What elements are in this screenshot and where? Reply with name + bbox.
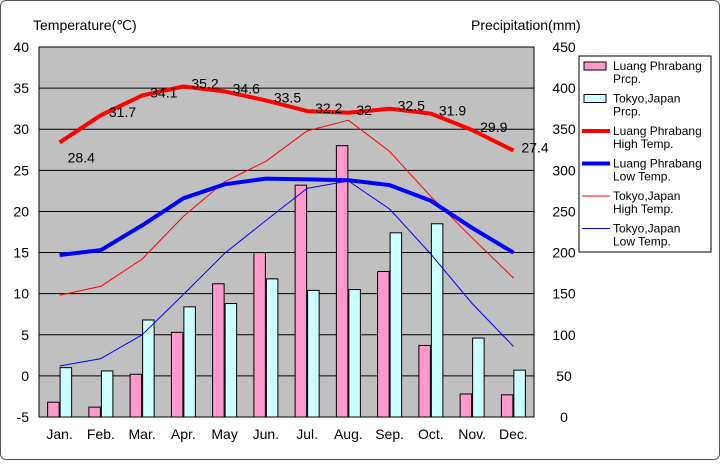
axis-layer: -505101520253035400501001502002503003504… [13, 39, 575, 442]
legend-label: High Temp. [613, 202, 673, 216]
x-tick-label: Nov. [458, 426, 486, 442]
y-right-axis-title: Precipitation(mm) [471, 17, 581, 33]
data-label-high-temp: 31.9 [439, 103, 466, 119]
y-left-tick-label: 15 [13, 245, 29, 261]
x-tick-label: May [211, 426, 237, 442]
data-label-high-temp: 34.6 [233, 80, 260, 96]
line-luang-phrabang-high [58, 84, 515, 153]
y-right-tick-label: 200 [552, 245, 576, 261]
legend-label: Luang Phrabang [613, 59, 702, 73]
line-luang-phrabang-low [59, 176, 515, 257]
legend-box [578, 55, 712, 253]
x-tick-label: Feb. [87, 426, 115, 442]
bar-luang-phrabang-prcp [212, 283, 225, 418]
legend-swatch [583, 61, 607, 71]
data-label-high-temp: 32 [356, 102, 372, 118]
legend-label: Low Temp. [613, 235, 671, 249]
data-label-high-temp: 32.2 [315, 100, 342, 116]
y-left-tick-label: 30 [13, 121, 29, 137]
bar-tokyo-prcp [430, 223, 444, 418]
y-left-tick-label: 20 [13, 203, 29, 219]
y-left-tick-label: 25 [13, 162, 29, 178]
bar-tokyo-prcp [513, 369, 526, 418]
line-tokyo-low [59, 180, 514, 367]
x-tick-label: Dec. [499, 426, 528, 442]
bar-tokyo-prcp [389, 232, 403, 418]
data-label-high-temp: 27.4 [521, 140, 548, 156]
bar-tokyo-prcp [307, 289, 320, 418]
data-label-high-temp: 31.7 [109, 104, 136, 120]
y-right-tick-label: 350 [552, 121, 576, 137]
bar-tokyo-prcp [472, 337, 485, 418]
data-label-high-temp: 29.9 [480, 119, 507, 135]
y-right-tick-label: 100 [552, 327, 576, 343]
bar-tokyo-prcp [348, 289, 361, 418]
y-left-tick-label: 40 [13, 39, 29, 55]
legend-label: Prcp. [613, 105, 641, 119]
bar-luang-phrabang-prcp [129, 373, 143, 418]
data-label-high-temp: 32.5 [398, 98, 425, 114]
y-right-tick-label: 450 [552, 39, 576, 55]
bar-layer [47, 145, 526, 418]
bar-luang-phrabang-prcp [500, 394, 514, 418]
y-right-tick-label: 50 [556, 368, 572, 384]
bar-luang-phrabang-prcp [88, 406, 101, 418]
bar-luang-phrabang-prcp [459, 393, 473, 418]
x-tick-label: Sep. [375, 426, 404, 442]
data-label-high-temp: 34.1 [150, 85, 177, 101]
bar-tokyo-prcp [183, 306, 196, 418]
bar-luang-phrabang-prcp [253, 252, 266, 418]
y-right-tick-label: 150 [552, 286, 576, 302]
bar-tokyo-prcp [59, 367, 73, 418]
legend-label: Tokyo,Japan [613, 222, 680, 236]
x-tick-label: Jun. [253, 426, 279, 442]
bar-luang-phrabang-prcp [47, 401, 60, 418]
data-label-layer: 28.4 31.7 34.1 35.2 34.6 33.5 32.2 32 32.5 31.9 29… [68, 75, 549, 165]
x-tick-label: Oct. [418, 426, 444, 442]
y-left-tick-label: 5 [21, 327, 29, 343]
y-left-tick-label: -5 [17, 409, 30, 425]
bar-luang-phrabang-prcp [170, 331, 184, 418]
bar-tokyo-prcp [100, 370, 114, 418]
legend-label: Tokyo,Japan [613, 189, 680, 203]
y-right-tick-label: 300 [552, 162, 576, 178]
y-left-tick-label: 10 [13, 286, 29, 302]
line-layer [58, 84, 515, 367]
legend-swatch [583, 94, 607, 103]
bar-tokyo-prcp [265, 278, 279, 418]
x-tick-label: Aug. [334, 426, 363, 442]
x-tick-label: Jan. [46, 426, 72, 442]
legend-label: Low Temp. [613, 170, 671, 184]
grid-lines [39, 87, 534, 377]
bar-luang-phrabang-prcp [377, 270, 390, 418]
y-left-tick-label: 0 [21, 368, 29, 384]
data-label-high-temp: 33.5 [274, 89, 301, 105]
x-tick-label: Apr. [171, 426, 196, 442]
legend-label: Tokyo,Japan [613, 92, 680, 106]
bar-tokyo-prcp [224, 303, 238, 418]
x-tick-label: Mar. [129, 426, 156, 442]
legend-label: Prcp. [613, 72, 641, 86]
bar-luang-phrabang-prcp [294, 184, 308, 418]
y-right-tick-label: 0 [560, 409, 568, 425]
x-tick-label: Jul. [296, 426, 318, 442]
data-label-high-temp: 28.4 [68, 149, 95, 165]
y-right-tick-label: 250 [552, 203, 576, 219]
y-left-axis-title: Temperature(℃) [33, 17, 137, 33]
y-left-tick-label: 35 [13, 80, 29, 96]
y-right-tick-label: 400 [552, 80, 576, 96]
bar-luang-phrabang-prcp [335, 145, 349, 418]
bar-tokyo-prcp [142, 319, 155, 418]
bar-luang-phrabang-prcp [418, 344, 431, 418]
legend: Luang PhrabangPrcp.Tokyo,JapanPrcp.Luang… [578, 55, 712, 253]
plot-area [38, 46, 535, 418]
legend-label: Luang Phrabang [613, 157, 702, 171]
data-label-high-temp: 35.2 [191, 75, 218, 91]
legend-label: Luang Phrabang [613, 124, 702, 138]
legend-label: High Temp. [613, 137, 673, 151]
